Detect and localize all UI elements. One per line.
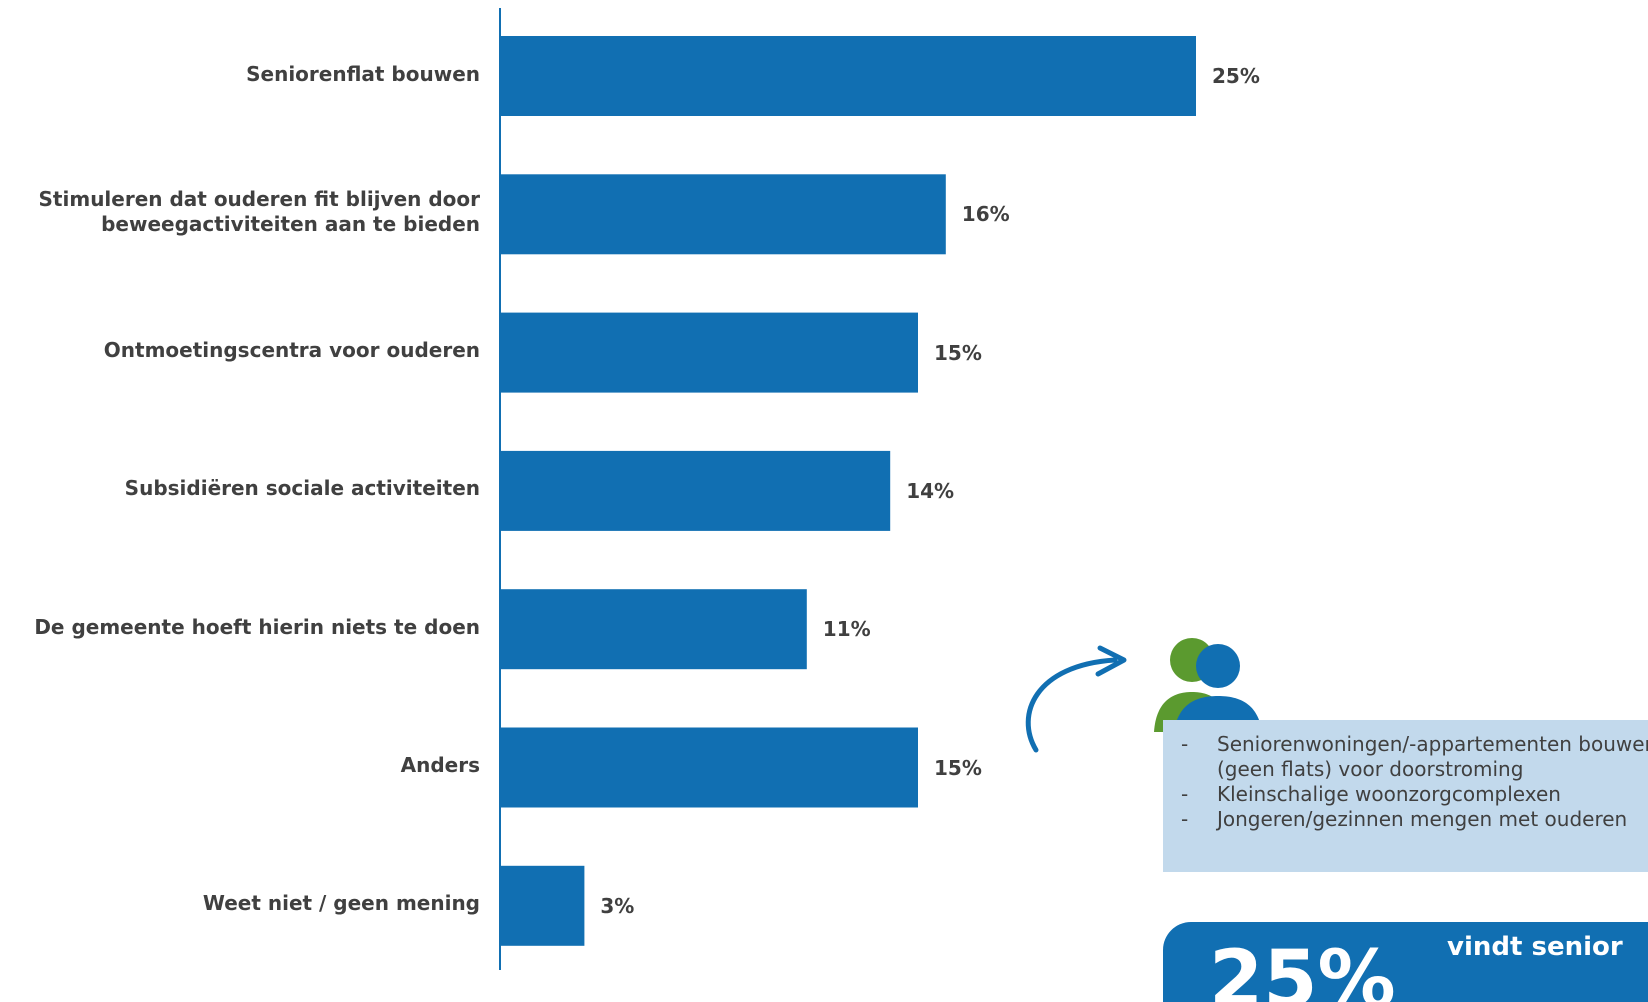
category-label: De gemeente hoeft hierin niets te doen	[0, 615, 480, 640]
bar	[501, 312, 918, 393]
bars-group	[501, 36, 1196, 946]
highlight-percentage: 25%	[1209, 935, 1396, 1002]
bar	[501, 865, 585, 946]
category-label: Seniorenflat bouwen	[0, 62, 480, 87]
bar	[501, 450, 891, 531]
value-label: 3%	[600, 893, 635, 918]
bar	[501, 589, 807, 670]
category-label-line: Stimuleren dat ouderen fit blijven door	[38, 187, 480, 212]
value-label: 11%	[822, 617, 871, 642]
arrow-icon	[1025, 645, 1127, 753]
callout-box: - Seniorenwoningen/-appartementen bouwen …	[1163, 720, 1648, 872]
bullet-dash: -	[1181, 782, 1189, 806]
bar	[501, 727, 918, 808]
category-label-line: Subsidiëren sociale activiteiten	[124, 476, 480, 501]
callout-item: - Jongeren/gezinnen mengen met ouderen	[1181, 807, 1628, 831]
bullet-dash: -	[1181, 807, 1189, 831]
category-label-line: Ontmoetingscentra voor ouderen	[103, 338, 480, 363]
highlight-box: 25% vindt senior	[1163, 922, 1648, 1002]
people-icon	[1154, 638, 1262, 732]
category-label: Ontmoetingscentra voor ouderen	[0, 338, 480, 363]
highlight-text: vindt senior	[1447, 932, 1623, 962]
value-label: 15%	[934, 755, 982, 780]
category-label-line: Anders	[400, 753, 480, 777]
category-label: Weet niet / geen mening	[0, 891, 480, 916]
value-label: 25%	[1212, 64, 1260, 88]
category-label-line: Weet niet / geen mening	[202, 891, 480, 916]
category-label-line: Seniorenflat bouwen	[246, 61, 480, 86]
category-label: Anders	[0, 753, 480, 778]
category-label-line: beweegactiviteiten aan te bieden	[101, 212, 480, 237]
callout-list: - Seniorenwoningen/-appartementen bouwen …	[1163, 720, 1648, 832]
callout-item: - Kleinschalige woonzorgcomplexen	[1181, 782, 1561, 806]
value-label: 16%	[961, 202, 1010, 227]
category-label-line: De gemeente hoeft hierin niets te doen	[34, 614, 480, 639]
bar	[501, 174, 946, 255]
bar	[501, 36, 1196, 116]
bullet-dash: -	[1181, 732, 1189, 756]
value-label: 15%	[934, 340, 982, 365]
category-label: Stimuleren dat ouderen fit blijven door b…	[0, 187, 480, 237]
callout-item: - Seniorenwoningen/-appartementen bouwen …	[1181, 732, 1648, 781]
value-label: 14%	[906, 478, 955, 503]
bar-chart	[499, 8, 1196, 970]
category-label: Subsidiëren sociale activiteiten	[0, 476, 480, 501]
